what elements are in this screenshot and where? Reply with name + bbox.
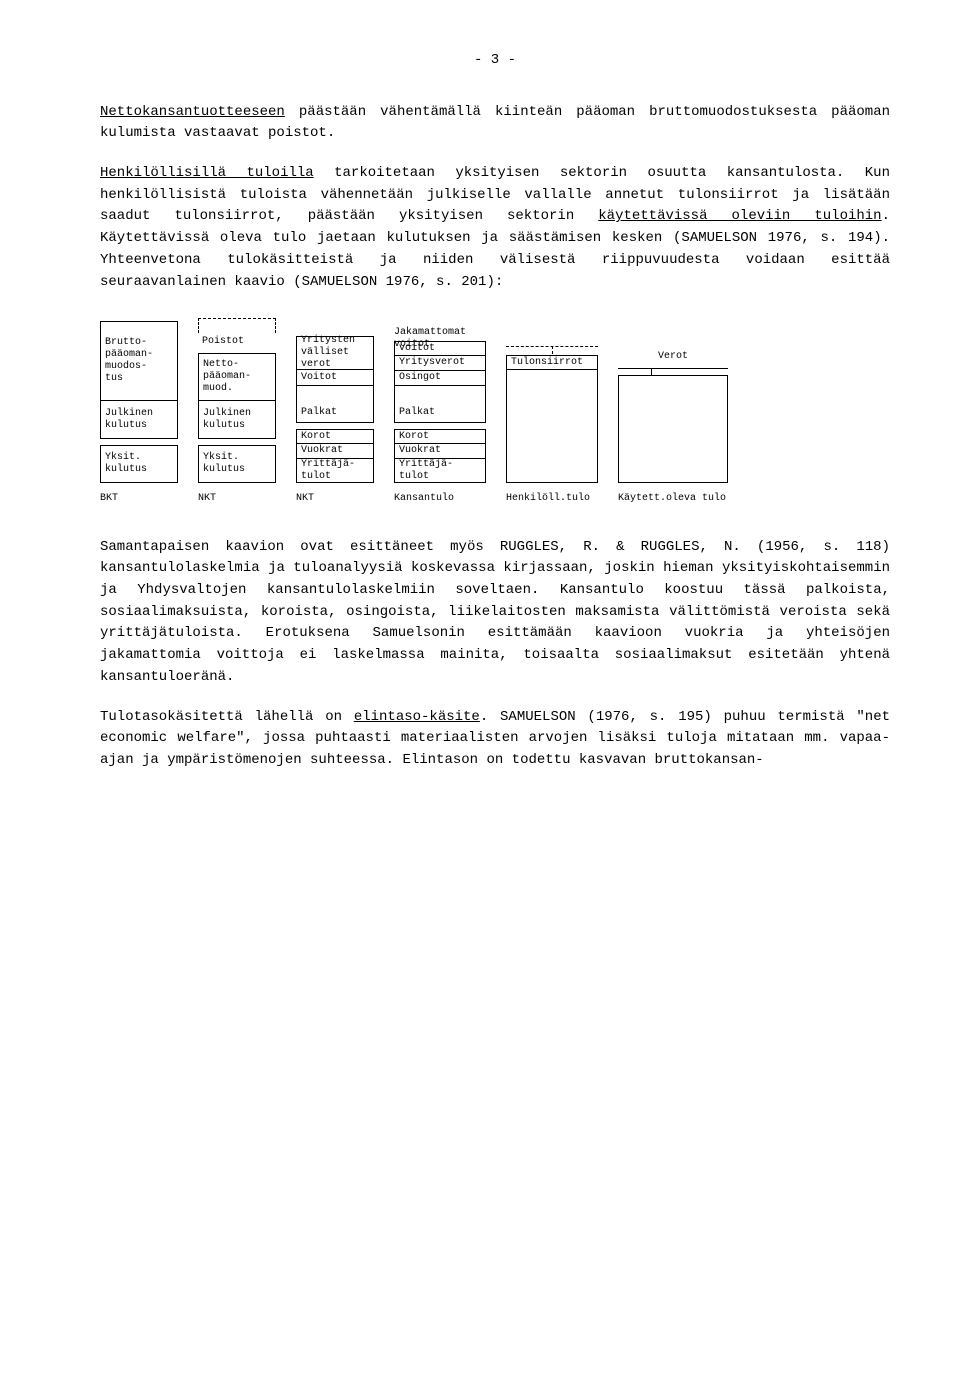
box-vuokrat-2: Vuokrat <box>394 444 486 459</box>
underline-nettokansantuotteeseen: Nettokansantuotteeseen <box>100 104 285 120</box>
box-kaytett-body <box>618 375 728 483</box>
paragraph-1: Nettokansantuotteeseen päästään vähentäm… <box>100 102 890 145</box>
box-yrittajatulot-2: Yrittäjä- tulot <box>394 459 486 483</box>
box-palkat-1: Palkat <box>296 385 374 423</box>
box-korot-2: Korot <box>394 429 486 444</box>
col-nkt-1: Poistot Netto- pääoman- muod. Julkinen k… <box>198 318 276 483</box>
box-yritysten-verot: Yritysten välliset verot <box>296 336 374 370</box>
underline-henkilollisilla: Henkilöllisillä tuloilla <box>100 165 314 181</box>
box-nettopaaoman: Netto- pääoman- muod. <box>198 353 276 401</box>
box-yritysverot: Yritysverot <box>394 356 486 371</box>
paragraph-2: Henkilöllisillä tuloilla tarkoitetaan yk… <box>100 163 890 293</box>
box-yksit-kulutus-2: Yksit. kulutus <box>198 445 276 483</box>
box-korot-1: Korot <box>296 429 374 444</box>
page-number: - 3 - <box>100 50 890 72</box>
box-tulonsiirrot: Tulonsiirrot <box>506 355 598 370</box>
underline-elintaso: elintaso-käsite <box>354 709 480 725</box>
col-nkt-2: Yritysten välliset verot Voitot Palkat K… <box>296 336 374 483</box>
paragraph-4: Tulotasokäsitettä lähellä on elintaso-kä… <box>100 707 890 772</box>
label-kaytett: Käytett.oleva tulo <box>618 491 728 507</box>
label-henkiloll: Henkilöll.tulo <box>506 491 598 507</box>
label-jakamattomat: Jakamattomat voitot <box>394 327 486 341</box>
box-julkinen-kulutus-2: Julkinen kulutus <box>198 401 276 439</box>
para4-a: Tulotasokäsitettä lähellä on <box>100 709 354 725</box>
label-kansantulo: Kansantulo <box>394 491 486 507</box>
box-verot-label: Verot <box>618 348 728 368</box>
box-osingot: Osingot <box>394 371 486 386</box>
box-yrittajatulot-1: Yrittäjä- tulot <box>296 459 374 483</box>
col-kaytett: Verot <box>618 348 728 483</box>
box-henkiloll-body <box>506 370 598 483</box>
box-poistot: Poistot <box>198 333 276 353</box>
underline-kaytettavissa: käytettävissä oleviin tuloihin <box>598 208 881 224</box>
paragraph-3: Samantapaisen kaavion ovat esittäneet my… <box>100 537 890 689</box>
label-nkt-2: NKT <box>296 491 374 507</box>
label-nkt-1: NKT <box>198 491 276 507</box>
box-vuokrat-1: Vuokrat <box>296 444 374 459</box>
box-julkinen-kulutus-1: Julkinen kulutus <box>100 401 178 439</box>
label-bkt: BKT <box>100 491 178 507</box>
diagram-labels: BKT NKT NKT Kansantulo Henkilöll.tulo Kä… <box>100 491 890 507</box>
col-kansantulo: Jakamattomat voitot voitot Yritysverot O… <box>394 327 486 483</box>
box-jakamattomat-voitot: voitot <box>394 341 486 356</box>
col-henkilolltulo: Tulonsiirrot <box>506 346 598 483</box>
col-bkt: Brutto- pääoman- muodos- tus Julkinen ku… <box>100 321 178 483</box>
box-palkat-2: Palkat <box>394 385 486 423</box>
box-yksit-kulutus-1: Yksit. kulutus <box>100 445 178 483</box>
income-concepts-diagram: Brutto- pääoman- muodos- tus Julkinen ku… <box>100 318 890 507</box>
box-voitot: Voitot <box>296 370 374 386</box>
box-bruttopaaoman: Brutto- pääoman- muodos- tus <box>100 321 178 401</box>
